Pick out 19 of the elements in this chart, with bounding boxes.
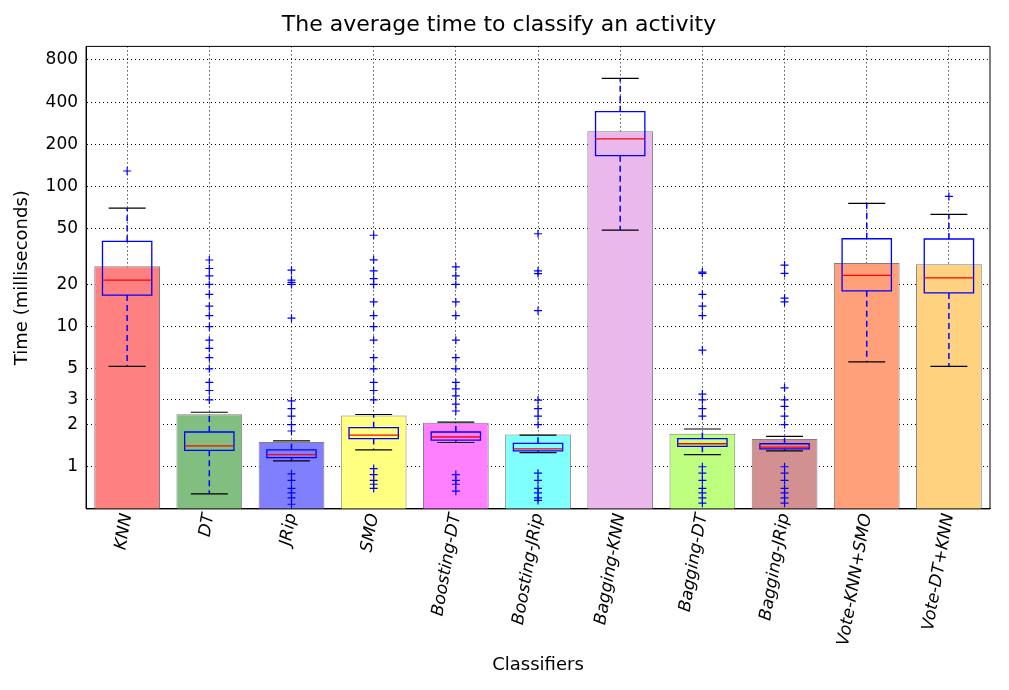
y-tick-label: 3 — [67, 388, 79, 409]
y-tick-label: 5 — [67, 357, 79, 378]
y-tick-label: 400 — [45, 90, 79, 111]
x-tick-label: SMO — [355, 511, 382, 554]
y-tick-label: 10 — [56, 315, 79, 336]
x-tick-label: JRip — [273, 511, 300, 550]
x-tick-label: KNN — [109, 511, 136, 552]
x-tick-label: DT — [193, 510, 218, 539]
chart-title: The average time to classify an activity — [280, 10, 717, 36]
y-tick-label: 200 — [45, 132, 79, 153]
y-tick-label: 2 — [67, 413, 79, 433]
y-tick-label: 50 — [56, 217, 79, 238]
y-tick-label: 800 — [45, 48, 79, 69]
y-tick-label: 1 — [67, 455, 79, 476]
y-tick-label: 100 — [45, 174, 79, 195]
x-axis-title: Classifiers — [492, 652, 584, 674]
y-tick-label: 20 — [56, 272, 79, 293]
y-axis-title: Time (milliseconds) — [10, 190, 32, 367]
x-tick-label: Bagging-DT — [673, 510, 711, 614]
